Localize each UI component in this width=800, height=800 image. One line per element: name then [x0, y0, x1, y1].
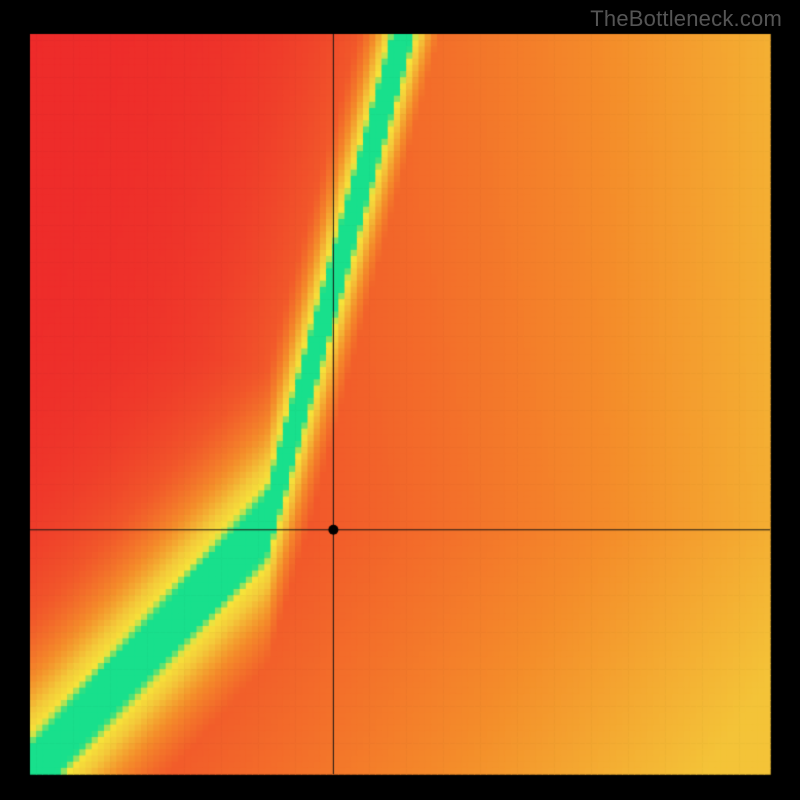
heatmap-canvas [0, 0, 800, 800]
watermark-text: TheBottleneck.com [590, 6, 782, 32]
chart-container: TheBottleneck.com [0, 0, 800, 800]
